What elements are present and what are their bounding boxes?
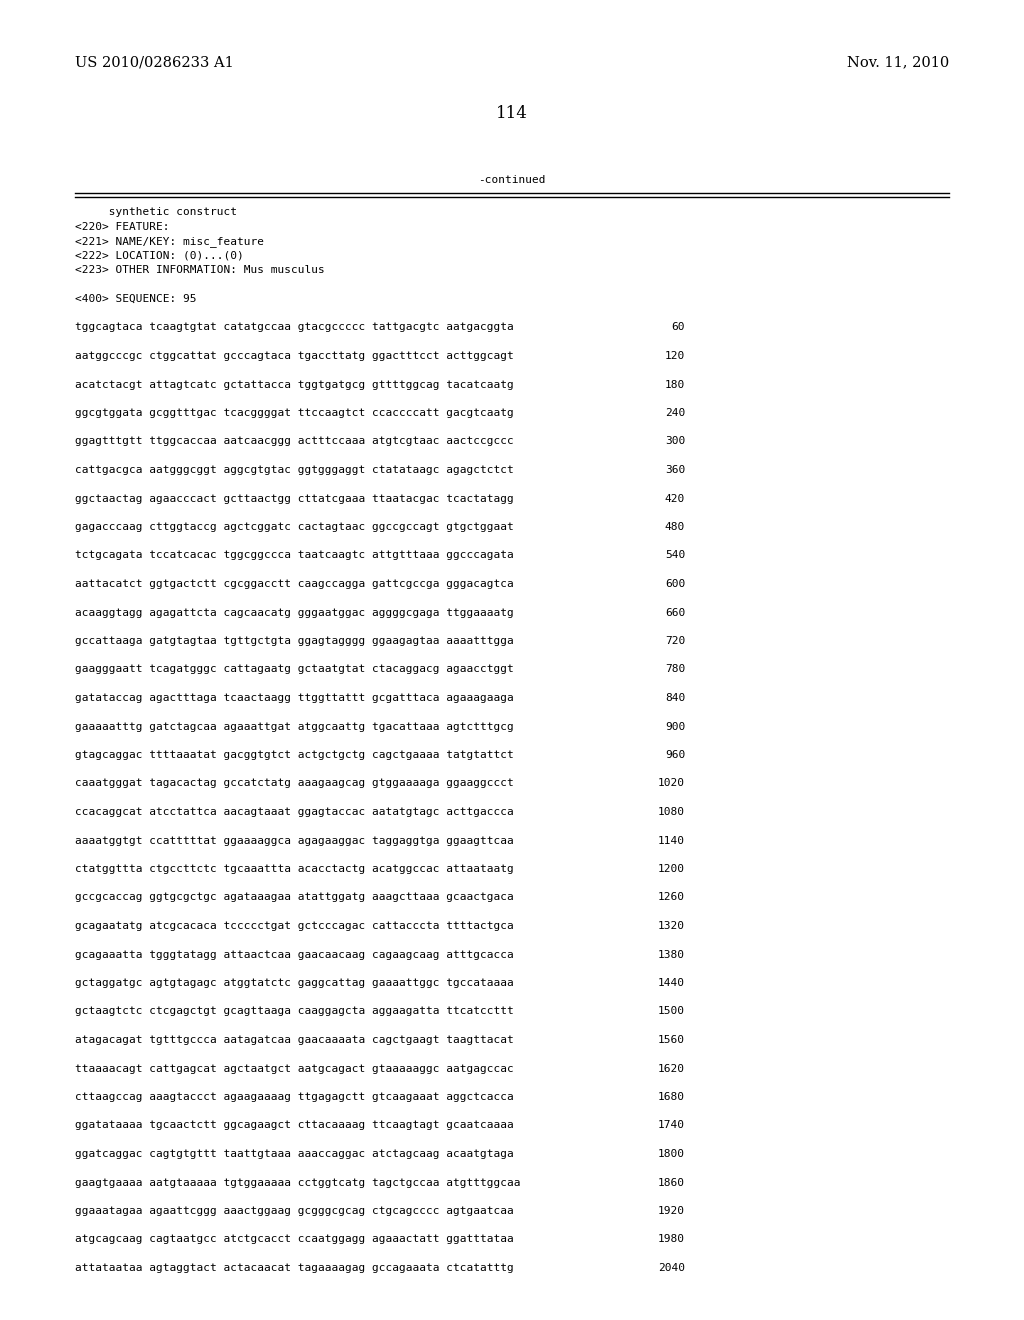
Text: <222> LOCATION: (0)...(0): <222> LOCATION: (0)...(0): [75, 251, 244, 260]
Text: attataataa agtaggtact actacaacat tagaaaagag gccagaaata ctcatatttg: attataataa agtaggtact actacaacat tagaaaa…: [75, 1263, 514, 1272]
Text: gtagcaggac ttttaaatat gacggtgtct actgctgctg cagctgaaaa tatgtattct: gtagcaggac ttttaaatat gacggtgtct actgctg…: [75, 750, 514, 760]
Text: 1020: 1020: [658, 779, 685, 788]
Text: tggcagtaca tcaagtgtat catatgccaa gtacgccccc tattgacgtc aatgacggta: tggcagtaca tcaagtgtat catatgccaa gtacgcc…: [75, 322, 514, 333]
Text: 960: 960: [665, 750, 685, 760]
Text: -continued: -continued: [478, 176, 546, 185]
Text: 1500: 1500: [658, 1006, 685, 1016]
Text: ggatataaaa tgcaactctt ggcagaagct cttacaaaag ttcaagtagt gcaatcaaaa: ggatataaaa tgcaactctt ggcagaagct cttacaa…: [75, 1121, 514, 1130]
Text: cattgacgca aatgggcggt aggcgtgtac ggtgggaggt ctatataagc agagctctct: cattgacgca aatgggcggt aggcgtgtac ggtggga…: [75, 465, 514, 475]
Text: gaagtgaaaa aatgtaaaaa tgtggaaaaa cctggtcatg tagctgccaa atgtttggcaa: gaagtgaaaa aatgtaaaaa tgtggaaaaa cctggtc…: [75, 1177, 520, 1188]
Text: 720: 720: [665, 636, 685, 645]
Text: <220> FEATURE:: <220> FEATURE:: [75, 222, 170, 231]
Text: Nov. 11, 2010: Nov. 11, 2010: [847, 55, 949, 69]
Text: gctaagtctc ctcgagctgt gcagttaaga caaggagcta aggaagatta ttcatccttt: gctaagtctc ctcgagctgt gcagttaaga caaggag…: [75, 1006, 514, 1016]
Text: 1560: 1560: [658, 1035, 685, 1045]
Text: ttaaaacagt cattgagcat agctaatgct aatgcagact gtaaaaaggc aatgagccac: ttaaaacagt cattgagcat agctaatgct aatgcag…: [75, 1064, 514, 1073]
Text: tctgcagata tccatcacac tggcggccca taatcaagtc attgtttaaa ggcccagata: tctgcagata tccatcacac tggcggccca taatcaa…: [75, 550, 514, 561]
Text: 180: 180: [665, 380, 685, 389]
Text: 480: 480: [665, 521, 685, 532]
Text: 2040: 2040: [658, 1263, 685, 1272]
Text: 1980: 1980: [658, 1234, 685, 1245]
Text: ggctaactag agaacccact gcttaactgg cttatcgaaa ttaatacgac tcactatagg: ggctaactag agaacccact gcttaactgg cttatcg…: [75, 494, 514, 503]
Text: ggcgtggata gcggtttgac tcacggggat ttccaagtct ccaccccatt gacgtcaatg: ggcgtggata gcggtttgac tcacggggat ttccaag…: [75, 408, 514, 418]
Text: gcagaatatg atcgcacaca tccccctgat gctcccagac cattacccta ttttactgca: gcagaatatg atcgcacaca tccccctgat gctccca…: [75, 921, 514, 931]
Text: ggaaatagaa agaattcggg aaactggaag gcgggcgcag ctgcagcccc agtgaatcaa: ggaaatagaa agaattcggg aaactggaag gcgggcg…: [75, 1206, 514, 1216]
Text: 540: 540: [665, 550, 685, 561]
Text: gaagggaatt tcagatgggc cattagaatg gctaatgtat ctacaggacg agaacctggt: gaagggaatt tcagatgggc cattagaatg gctaatg…: [75, 664, 514, 675]
Text: 1740: 1740: [658, 1121, 685, 1130]
Text: gccgcaccag ggtgcgctgc agataaagaa atattggatg aaagcttaaa gcaactgaca: gccgcaccag ggtgcgctgc agataaagaa atattgg…: [75, 892, 514, 903]
Text: ctatggttta ctgccttctc tgcaaattta acacctactg acatggccac attaataatg: ctatggttta ctgccttctc tgcaaattta acaccta…: [75, 865, 514, 874]
Text: 1320: 1320: [658, 921, 685, 931]
Text: 420: 420: [665, 494, 685, 503]
Text: 840: 840: [665, 693, 685, 704]
Text: ggagtttgtt ttggcaccaa aatcaacggg actttccaaa atgtcgtaac aactccgccc: ggagtttgtt ttggcaccaa aatcaacggg actttcc…: [75, 437, 514, 446]
Text: caaatgggat tagacactag gccatctatg aaagaagcag gtggaaaaga ggaaggccct: caaatgggat tagacactag gccatctatg aaagaag…: [75, 779, 514, 788]
Text: gagacccaag cttggtaccg agctcggatc cactagtaac ggccgccagt gtgctggaat: gagacccaag cttggtaccg agctcggatc cactagt…: [75, 521, 514, 532]
Text: 1800: 1800: [658, 1148, 685, 1159]
Text: 114: 114: [496, 106, 528, 121]
Text: 1920: 1920: [658, 1206, 685, 1216]
Text: 300: 300: [665, 437, 685, 446]
Text: acaaggtagg agagattcta cagcaacatg gggaatggac aggggcgaga ttggaaaatg: acaaggtagg agagattcta cagcaacatg gggaatg…: [75, 607, 514, 618]
Text: ggatcaggac cagtgtgttt taattgtaaa aaaccaggac atctagcaag acaatgtaga: ggatcaggac cagtgtgttt taattgtaaa aaaccag…: [75, 1148, 514, 1159]
Text: gcagaaatta tgggtatagg attaactcaa gaacaacaag cagaagcaag atttgcacca: gcagaaatta tgggtatagg attaactcaa gaacaac…: [75, 949, 514, 960]
Text: 120: 120: [665, 351, 685, 360]
Text: gccattaaga gatgtagtaa tgttgctgta ggagtagggg ggaagagtaa aaaatttgga: gccattaaga gatgtagtaa tgttgctgta ggagtag…: [75, 636, 514, 645]
Text: 780: 780: [665, 664, 685, 675]
Text: atgcagcaag cagtaatgcc atctgcacct ccaatggagg agaaactatt ggatttataa: atgcagcaag cagtaatgcc atctgcacct ccaatgg…: [75, 1234, 514, 1245]
Text: <221> NAME/KEY: misc_feature: <221> NAME/KEY: misc_feature: [75, 236, 264, 247]
Text: <400> SEQUENCE: 95: <400> SEQUENCE: 95: [75, 294, 197, 304]
Text: 1680: 1680: [658, 1092, 685, 1102]
Text: <223> OTHER INFORMATION: Mus musculus: <223> OTHER INFORMATION: Mus musculus: [75, 265, 325, 275]
Text: acatctacgt attagtcatc gctattacca tggtgatgcg gttttggcag tacatcaatg: acatctacgt attagtcatc gctattacca tggtgat…: [75, 380, 514, 389]
Text: gatataccag agactttaga tcaactaagg ttggttattt gcgatttaca agaaagaaga: gatataccag agactttaga tcaactaagg ttggtta…: [75, 693, 514, 704]
Text: ccacaggcat atcctattca aacagtaaat ggagtaccac aatatgtagc acttgaccca: ccacaggcat atcctattca aacagtaaat ggagtac…: [75, 807, 514, 817]
Text: 1440: 1440: [658, 978, 685, 987]
Text: 240: 240: [665, 408, 685, 418]
Text: atagacagat tgtttgccca aatagatcaa gaacaaaata cagctgaagt taagttacat: atagacagat tgtttgccca aatagatcaa gaacaaa…: [75, 1035, 514, 1045]
Text: 60: 60: [672, 322, 685, 333]
Text: 600: 600: [665, 579, 685, 589]
Text: 1140: 1140: [658, 836, 685, 846]
Text: 660: 660: [665, 607, 685, 618]
Text: cttaagccag aaagtaccct agaagaaaag ttgagagctt gtcaagaaat aggctcacca: cttaagccag aaagtaccct agaagaaaag ttgagag…: [75, 1092, 514, 1102]
Text: 1260: 1260: [658, 892, 685, 903]
Text: aatggcccgc ctggcattat gcccagtaca tgaccttatg ggactttcct acttggcagt: aatggcccgc ctggcattat gcccagtaca tgacctt…: [75, 351, 514, 360]
Text: 1620: 1620: [658, 1064, 685, 1073]
Text: aaaatggtgt ccatttttat ggaaaaggca agagaaggac taggaggtga ggaagttcaa: aaaatggtgt ccatttttat ggaaaaggca agagaag…: [75, 836, 514, 846]
Text: aattacatct ggtgactctt cgcggacctt caagccagga gattcgccga gggacagtca: aattacatct ggtgactctt cgcggacctt caagcca…: [75, 579, 514, 589]
Text: 1080: 1080: [658, 807, 685, 817]
Text: 360: 360: [665, 465, 685, 475]
Text: 1860: 1860: [658, 1177, 685, 1188]
Text: US 2010/0286233 A1: US 2010/0286233 A1: [75, 55, 233, 69]
Text: 1380: 1380: [658, 949, 685, 960]
Text: gaaaaatttg gatctagcaa agaaattgat atggcaattg tgacattaaa agtctttgcg: gaaaaatttg gatctagcaa agaaattgat atggcaa…: [75, 722, 514, 731]
Text: synthetic construct: synthetic construct: [75, 207, 237, 216]
Text: 1200: 1200: [658, 865, 685, 874]
Text: gctaggatgc agtgtagagc atggtatctc gaggcattag gaaaattggc tgccataaaa: gctaggatgc agtgtagagc atggtatctc gaggcat…: [75, 978, 514, 987]
Text: 900: 900: [665, 722, 685, 731]
